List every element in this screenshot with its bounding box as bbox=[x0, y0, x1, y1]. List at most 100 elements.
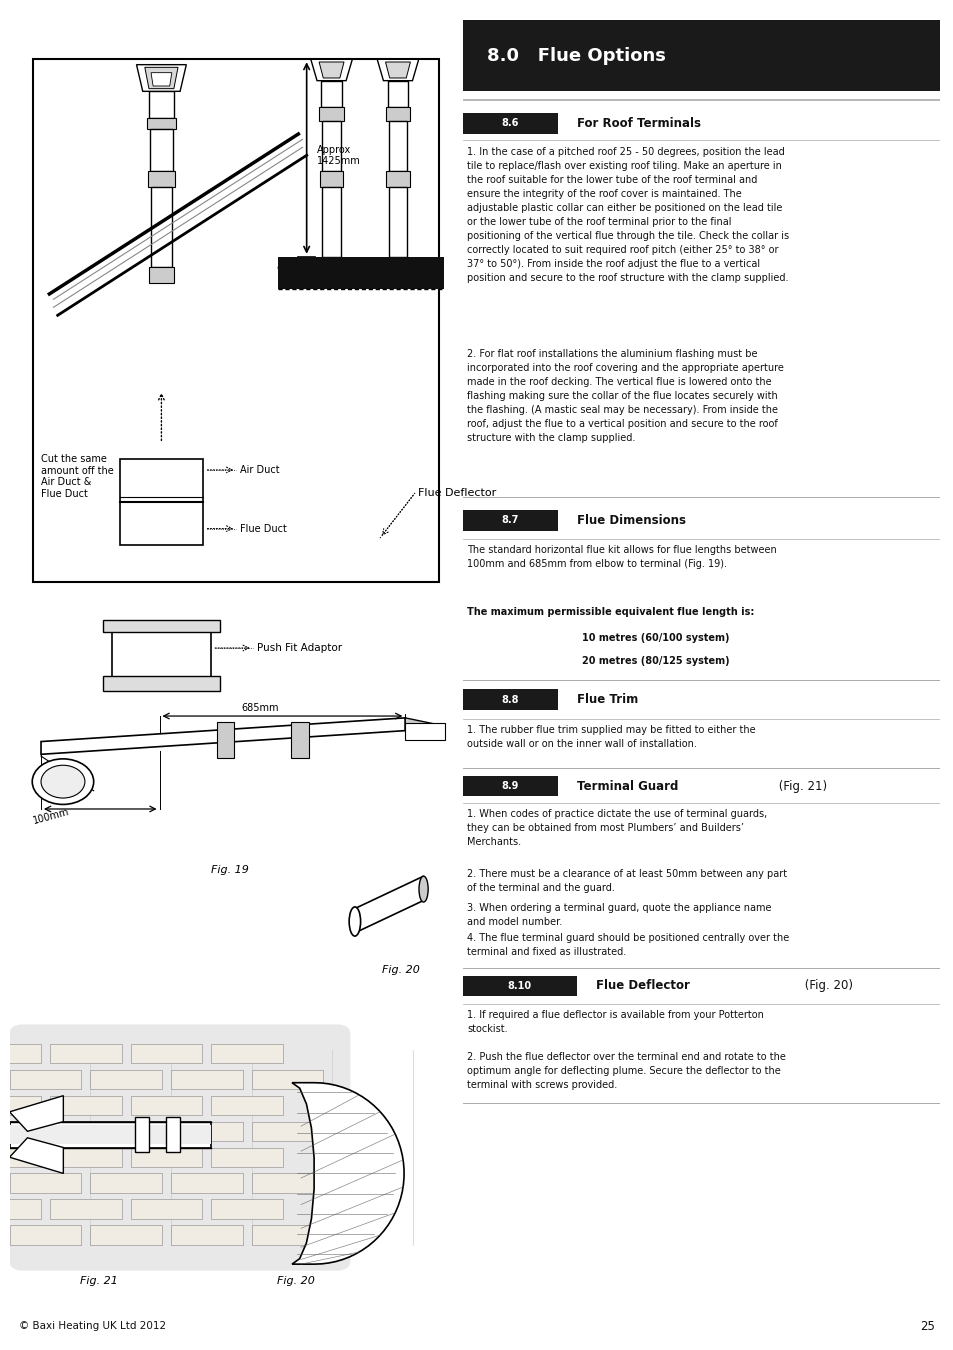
Bar bbox=[252, 1226, 323, 1245]
Bar bbox=[91, 1173, 162, 1193]
Bar bbox=[120, 459, 203, 544]
Text: For Roof Terminals: For Roof Terminals bbox=[577, 117, 700, 130]
Bar bbox=[10, 1122, 211, 1148]
Text: 1. In the case of a pitched roof 25 - 50 degrees, position the lead
tile to repl: 1. In the case of a pitched roof 25 - 50… bbox=[467, 147, 789, 282]
Text: © Baxi Heating UK Ltd 2012: © Baxi Heating UK Ltd 2012 bbox=[19, 1322, 166, 1331]
Bar bbox=[252, 1173, 323, 1193]
Text: Terminal Guard: Terminal Guard bbox=[577, 779, 678, 792]
FancyBboxPatch shape bbox=[462, 690, 558, 710]
Bar bbox=[10, 1069, 81, 1089]
Ellipse shape bbox=[41, 765, 85, 798]
Text: 8.0   Flue Options: 8.0 Flue Options bbox=[486, 47, 665, 65]
Bar bbox=[171, 1173, 242, 1193]
FancyBboxPatch shape bbox=[462, 113, 558, 134]
Bar bbox=[171, 1122, 242, 1141]
Bar bbox=[10, 1226, 81, 1245]
Text: 100mm: 100mm bbox=[32, 806, 71, 826]
Text: 685mm: 685mm bbox=[241, 702, 279, 713]
Bar bbox=[211, 1199, 283, 1219]
Ellipse shape bbox=[32, 759, 93, 805]
Polygon shape bbox=[405, 718, 440, 738]
Polygon shape bbox=[136, 65, 186, 92]
Text: Fig. 19: Fig. 19 bbox=[211, 865, 249, 875]
Ellipse shape bbox=[418, 876, 428, 902]
Text: 1. The rubber flue trim supplied may be fitted to either the
outside wall or on : 1. The rubber flue trim supplied may be … bbox=[467, 725, 756, 749]
Bar bbox=[10, 1125, 211, 1145]
Bar bbox=[385, 108, 410, 120]
Polygon shape bbox=[385, 62, 410, 78]
Bar bbox=[91, 1122, 162, 1141]
Bar bbox=[318, 108, 344, 120]
Bar bbox=[211, 1148, 283, 1166]
Text: 2. There must be a clearance of at least 50mm between any part
of the terminal a: 2. There must be a clearance of at least… bbox=[467, 868, 787, 892]
Polygon shape bbox=[41, 718, 405, 755]
Polygon shape bbox=[10, 1138, 63, 1173]
Bar bbox=[291, 721, 309, 757]
Bar bbox=[50, 1096, 121, 1115]
Polygon shape bbox=[145, 68, 178, 89]
Text: 2. For flat roof installations the aluminium flashing must be
incorporated into : 2. For flat roof installations the alumi… bbox=[467, 350, 783, 443]
Text: (Fig. 20): (Fig. 20) bbox=[801, 979, 853, 992]
Bar bbox=[91, 1069, 162, 1089]
Text: 25: 25 bbox=[919, 1320, 934, 1332]
Bar bbox=[50, 1044, 121, 1064]
Bar bbox=[103, 620, 219, 632]
Text: Flue Deflector: Flue Deflector bbox=[596, 979, 689, 992]
Bar bbox=[252, 1069, 323, 1089]
Text: 1. If required a flue deflector is available from your Potterton
stockist.: 1. If required a flue deflector is avail… bbox=[467, 1010, 763, 1034]
Bar bbox=[321, 81, 341, 108]
Text: 8.7: 8.7 bbox=[501, 516, 518, 525]
Polygon shape bbox=[151, 73, 172, 86]
Bar bbox=[389, 188, 407, 256]
Text: 4. The flue terminal guard should be positioned centrally over the
terminal and : 4. The flue terminal guard should be pos… bbox=[467, 933, 789, 957]
Text: 3. When ordering a terminal guard, quote the appliance name
and model number.: 3. When ordering a terminal guard, quote… bbox=[467, 903, 771, 927]
Text: Air Duct: Air Duct bbox=[240, 464, 279, 475]
Bar bbox=[149, 92, 173, 117]
Bar bbox=[211, 1044, 283, 1064]
Text: 8.6: 8.6 bbox=[501, 119, 518, 128]
Bar bbox=[147, 117, 175, 128]
Text: Flue Duct: Flue Duct bbox=[240, 524, 287, 533]
Text: Fig. 20: Fig. 20 bbox=[381, 965, 419, 975]
Text: Flue Trim: Flue Trim bbox=[577, 693, 638, 706]
Text: Flue Deflector: Flue Deflector bbox=[417, 487, 496, 498]
Text: Push Fit Adaptor: Push Fit Adaptor bbox=[256, 643, 341, 653]
Bar bbox=[386, 171, 409, 188]
Bar bbox=[148, 171, 174, 188]
Bar bbox=[252, 1122, 323, 1141]
Bar bbox=[322, 188, 340, 256]
Bar bbox=[277, 256, 443, 289]
Bar bbox=[319, 171, 343, 188]
Bar bbox=[135, 1116, 149, 1153]
Text: 8.9: 8.9 bbox=[501, 782, 518, 791]
Bar bbox=[389, 120, 407, 171]
Text: 1. When codes of practice dictate the use of terminal guards,
they can be obtain: 1. When codes of practice dictate the us… bbox=[467, 809, 767, 848]
Bar bbox=[387, 81, 408, 108]
Bar bbox=[211, 1096, 283, 1115]
Bar bbox=[151, 188, 172, 267]
Bar bbox=[216, 721, 233, 757]
Bar bbox=[10, 1173, 81, 1193]
Bar bbox=[171, 1226, 242, 1245]
FancyBboxPatch shape bbox=[10, 1025, 350, 1270]
Bar bbox=[0, 1044, 41, 1064]
Bar bbox=[171, 1069, 242, 1089]
Bar bbox=[0, 1199, 41, 1219]
Bar bbox=[322, 120, 340, 171]
Bar bbox=[10, 1122, 81, 1141]
Polygon shape bbox=[292, 1083, 404, 1264]
Text: The maximum permissible equivalent flue length is:: The maximum permissible equivalent flue … bbox=[467, 608, 754, 617]
Text: The standard horizontal flue kit allows for flue lengths between
100mm and 685mm: The standard horizontal flue kit allows … bbox=[467, 545, 777, 568]
FancyBboxPatch shape bbox=[462, 510, 558, 531]
Bar bbox=[131, 1096, 202, 1115]
Bar bbox=[131, 1199, 202, 1219]
Bar bbox=[91, 1226, 162, 1245]
Bar bbox=[150, 128, 172, 171]
Text: 20 metres (80/125 system): 20 metres (80/125 system) bbox=[581, 656, 729, 666]
Bar bbox=[149, 267, 173, 284]
FancyBboxPatch shape bbox=[462, 20, 939, 92]
Bar bbox=[50, 1148, 121, 1166]
Bar bbox=[0, 1096, 41, 1115]
Bar bbox=[131, 1044, 202, 1064]
FancyBboxPatch shape bbox=[462, 976, 577, 996]
